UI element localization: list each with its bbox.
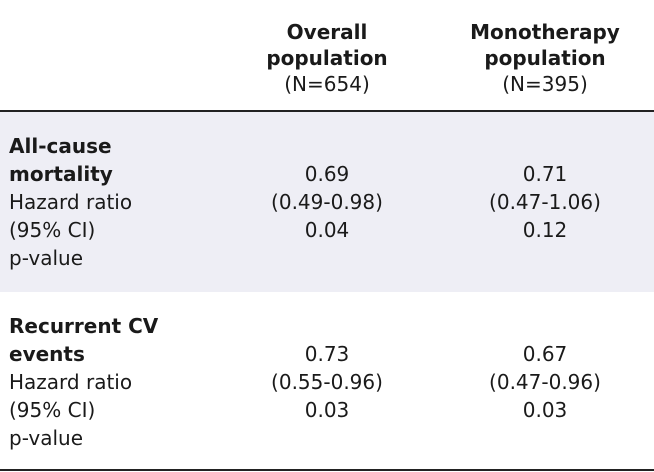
row-label-p-value: p-value [9,426,84,450]
p-value: 0.12 [522,218,568,242]
row-label-title-line2: events [9,342,85,366]
cell-monotherapy: 0.67 (0.47-0.96) 0.03 [450,340,640,424]
row-label-title-line2: mortality [9,162,113,186]
row-label-title-line1: Recurrent CV [9,314,159,338]
confidence-interval-value: (0.55-0.96) [271,370,383,394]
row-label: All-cause mortality Hazard ratio (95% CI… [9,132,229,272]
row-label-p-value: p-value [9,246,84,270]
column-header-overall-line1: Overall [286,20,368,44]
column-header-overall-line2: population [266,46,388,70]
column-header-overall: Overall population (N=654) [232,19,422,97]
hazard-ratio-value: 0.69 [304,162,350,186]
header-divider [0,110,654,112]
column-header-overall-n: (N=654) [284,72,370,96]
column-header-monotherapy: Monotherapy population (N=395) [450,19,640,97]
column-header-monotherapy-line2: population [484,46,606,70]
row-label-ci: (95% CI) [9,398,96,422]
column-header-monotherapy-n: (N=395) [502,72,588,96]
row-label-hazard-ratio: Hazard ratio [9,190,133,214]
cell-overall: 0.69 (0.49-0.98) 0.04 [232,160,422,244]
row-label-ci: (95% CI) [9,218,96,242]
p-value: 0.03 [522,398,568,422]
row-label-hazard-ratio: Hazard ratio [9,370,133,394]
cell-overall: 0.73 (0.55-0.96) 0.03 [232,340,422,424]
confidence-interval-value: (0.47-0.96) [489,370,601,394]
hazard-ratio-value: 0.67 [522,342,568,366]
p-value: 0.04 [304,218,350,242]
table-row-all-cause-mortality: All-cause mortality Hazard ratio (95% CI… [0,112,654,292]
table-bottom-rule [0,469,654,471]
row-label-title-line1: All-cause [9,134,112,158]
table-header: Overall population (N=654) Monotherapy p… [0,0,654,110]
column-header-monotherapy-line1: Monotherapy [470,20,620,44]
p-value: 0.03 [304,398,350,422]
hazard-ratio-value: 0.73 [304,342,350,366]
cell-monotherapy: 0.71 (0.47-1.06) 0.12 [450,160,640,244]
hazard-ratio-value: 0.71 [522,162,568,186]
confidence-interval-value: (0.49-0.98) [271,190,383,214]
row-label: Recurrent CV events Hazard ratio (95% CI… [9,312,229,452]
confidence-interval-value: (0.47-1.06) [489,190,601,214]
table-row-recurrent-cv-events: Recurrent CV events Hazard ratio (95% CI… [0,292,654,469]
